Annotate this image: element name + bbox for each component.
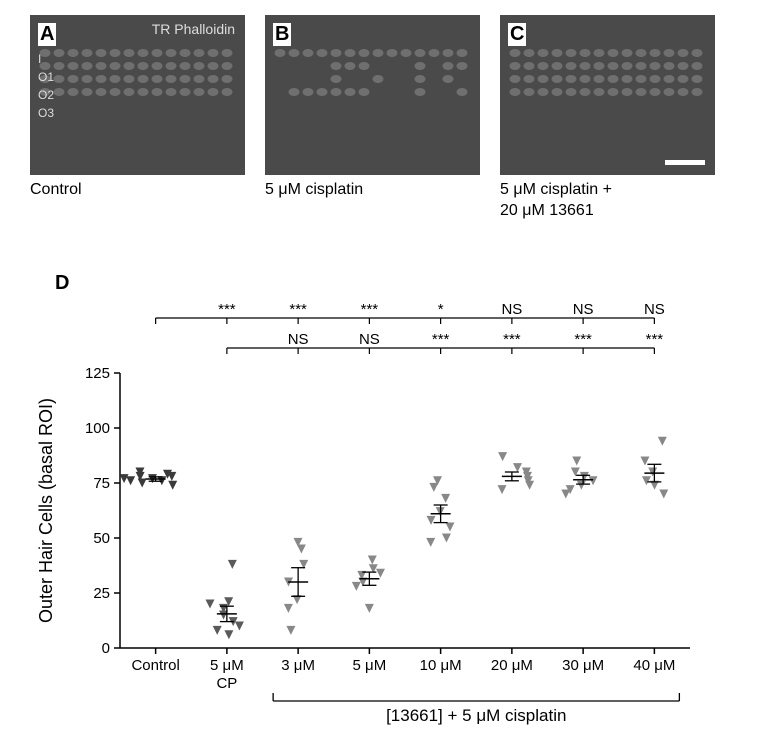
caption-b: 5 μM cisplatin (265, 180, 480, 222)
panel-a: A TR Phalloidin I O1 O2 O3 (30, 15, 245, 175)
svg-text:3 μM: 3 μM (281, 657, 315, 674)
svg-text:10 μM: 10 μM (420, 657, 462, 674)
panel-c-label: C (508, 23, 526, 46)
svg-text:50: 50 (93, 530, 110, 547)
svg-text:25: 25 (93, 585, 110, 602)
scale-bar (665, 160, 705, 165)
svg-text:125: 125 (85, 365, 110, 382)
microscopy-image-a: TR Phalloidin I O1 O2 O3 (30, 15, 245, 175)
svg-text:CP: CP (216, 675, 237, 692)
panel-a-label: A (38, 23, 56, 46)
svg-text:NS: NS (501, 301, 522, 318)
svg-text:*: * (438, 301, 444, 318)
hair-cells-illustration-b (265, 45, 480, 100)
panel-d-label: D (55, 272, 69, 295)
svg-text:20 μM: 20 μM (491, 657, 533, 674)
svg-text:100: 100 (85, 420, 110, 437)
chart-container: 0 25 50 75 100 125 Outer Hair Cells (basal ROI… (30, 298, 730, 728)
svg-text:5 μM: 5 μM (353, 657, 387, 674)
caption-row: Control 5 μM cisplatin 5 μM cisplatin + … (30, 180, 732, 222)
svg-text:75: 75 (93, 475, 110, 492)
stain-label: TR Phalloidin (152, 21, 235, 37)
svg-text:***: *** (361, 301, 379, 318)
panel-b: B (265, 15, 480, 175)
svg-text:Control: Control (131, 657, 179, 674)
svg-text:***: *** (432, 331, 450, 348)
svg-text:***: *** (218, 301, 236, 318)
svg-text:5 μM: 5 μM (210, 657, 244, 674)
microscopy-image-row: A TR Phalloidin I O1 O2 O3 B C (30, 15, 732, 175)
svg-text:40 μM: 40 μM (633, 657, 675, 674)
hair-cell-row-labels: I O1 O2 O3 (38, 50, 54, 122)
svg-text:***: *** (289, 301, 307, 318)
hair-cells-illustration-a (30, 45, 245, 100)
caption-a: Control (30, 180, 245, 222)
hair-cells-illustration-c (500, 45, 715, 100)
svg-text:***: *** (503, 331, 521, 348)
svg-text:***: *** (646, 331, 664, 348)
svg-text:NS: NS (644, 301, 665, 318)
microscopy-image-c (500, 15, 715, 175)
svg-text:***: *** (574, 331, 592, 348)
svg-text:NS: NS (359, 331, 380, 348)
panel-b-label: B (273, 23, 291, 46)
svg-text:NS: NS (573, 301, 594, 318)
svg-text:NS: NS (288, 331, 309, 348)
svg-text:Outer Hair Cells (basal ROI): Outer Hair Cells (basal ROI) (36, 398, 56, 623)
microscopy-image-b (265, 15, 480, 175)
scatter-chart: 0 25 50 75 100 125 Outer Hair Cells (basal ROI… (30, 298, 730, 728)
svg-text:[13661] + 5 μM cisplatin: [13661] + 5 μM cisplatin (386, 706, 566, 725)
svg-text:30 μM: 30 μM (562, 657, 604, 674)
caption-c: 5 μM cisplatin + 20 μM 13661 (500, 180, 715, 222)
panel-c: C (500, 15, 715, 175)
svg-text:0: 0 (102, 640, 110, 657)
